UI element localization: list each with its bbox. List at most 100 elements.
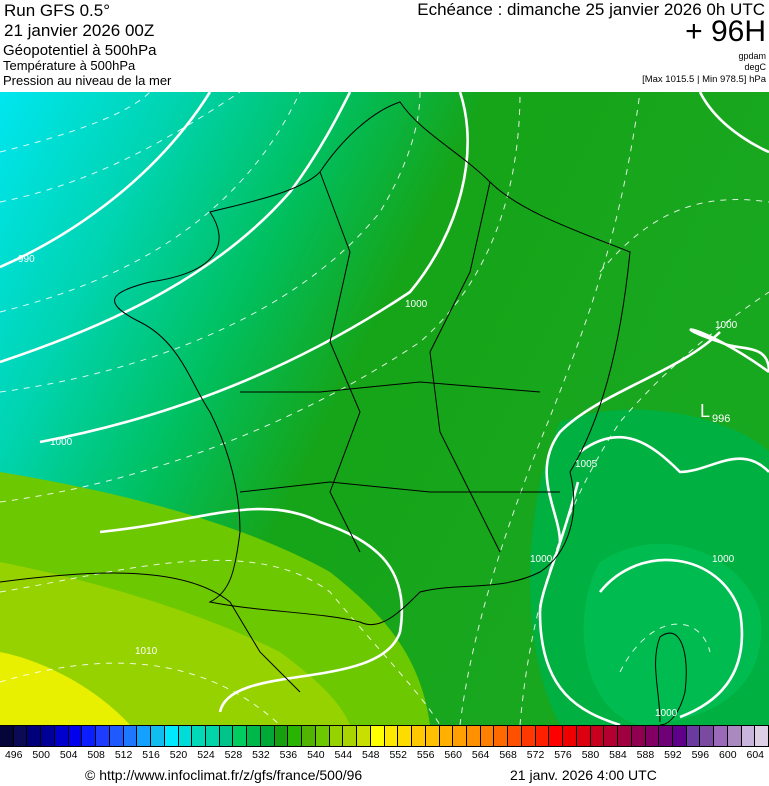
color-swatch: [618, 726, 632, 746]
color-scale-tick: 520: [169, 749, 188, 761]
color-scale-tick: 592: [664, 749, 682, 761]
color-scale-tick: 552: [389, 749, 407, 761]
color-scale-tick: 588: [636, 749, 655, 761]
run-date: 21 janvier 2026 00Z: [4, 21, 155, 40]
temperature-contours: [0, 92, 769, 725]
isobars: [0, 92, 769, 725]
lead-time: + 96H: [685, 15, 766, 48]
unit-gpdam: gpdam: [738, 51, 766, 61]
color-swatch: [151, 726, 165, 746]
color-swatch: [315, 726, 330, 746]
color-swatch: [274, 726, 289, 746]
field-geopotential: Géopotentiel à 500hPa: [3, 42, 157, 59]
color-scale-tick: 516: [142, 749, 160, 761]
color-swatch: [82, 726, 97, 746]
color-swatch: [137, 726, 152, 746]
color-swatch: [727, 726, 742, 746]
color-swatch: [398, 726, 413, 746]
color-swatch: [41, 726, 55, 746]
color-swatch: [54, 726, 69, 746]
color-swatch: [563, 726, 577, 746]
weather-map: 990 1000 1000 1005 1000 1000 1010 1000 1…: [0, 92, 769, 725]
color-swatch: [0, 726, 14, 746]
color-swatch: [535, 726, 550, 746]
color-swatch: [453, 726, 467, 746]
color-swatch: [672, 726, 687, 746]
color-swatch: [123, 726, 138, 746]
color-swatch: [192, 726, 207, 746]
color-swatch: [247, 726, 261, 746]
color-swatch: [206, 726, 220, 746]
color-scale-tick: 600: [719, 749, 737, 761]
isobar-label: 1000: [712, 554, 735, 565]
color-swatch: [659, 726, 673, 746]
color-scale-tick: 548: [362, 749, 380, 761]
isobar-label: 1000: [715, 320, 738, 331]
color-scale-tick: 584: [609, 749, 627, 761]
color-swatch: [178, 726, 193, 746]
color-swatch: [68, 726, 83, 746]
color-swatch: [96, 726, 110, 746]
color-scale-tick: 500: [32, 749, 50, 761]
color-scale-tick: 504: [59, 749, 78, 761]
color-swatch: [755, 726, 769, 746]
isobar-label: 1010: [135, 646, 158, 657]
color-swatch: [357, 726, 371, 746]
color-swatch: [329, 726, 344, 746]
color-swatch: [686, 726, 701, 746]
color-scale-tick: 556: [416, 749, 435, 761]
color-swatch: [604, 726, 619, 746]
color-scale-tick: 572: [526, 749, 545, 761]
pressure-minmax: [Max 1015.5 | Min 978.5] hPa: [642, 74, 766, 85]
color-swatch: [412, 726, 426, 746]
footer-timestamp: 21 janv. 2026 4:00 UTC: [510, 767, 657, 783]
color-scale: [0, 725, 769, 747]
color-swatch: [508, 726, 522, 746]
color-swatch: [439, 726, 454, 746]
color-scale-tick: 568: [499, 749, 517, 761]
isobar-label: 1000: [530, 554, 553, 565]
color-swatch: [233, 726, 248, 746]
color-scale-tick: 512: [114, 749, 133, 761]
isobar-label: 1000: [655, 708, 678, 719]
color-scale-tick: 580: [581, 749, 600, 761]
isobar-label: 990: [18, 254, 35, 265]
isobar-label: 1000: [50, 437, 73, 448]
color-swatch: [576, 726, 591, 746]
color-scale-tick: 532: [252, 749, 270, 761]
color-swatch: [164, 726, 179, 746]
color-swatch: [370, 726, 385, 746]
region-yellow: [0, 652, 130, 725]
color-swatch: [645, 726, 660, 746]
color-swatch: [27, 726, 42, 746]
color-scale-tick: 596: [691, 749, 710, 761]
echeance: Echéance : dimanche 25 janvier 2026 0h U…: [417, 0, 765, 19]
color-swatch: [741, 726, 756, 746]
color-swatch: [13, 726, 28, 746]
color-swatch: [549, 726, 564, 746]
low-pressure-marker: L: [700, 401, 710, 421]
color-swatch: [302, 726, 316, 746]
color-scale-tick: 564: [471, 749, 490, 761]
isobar-label: 1000: [405, 299, 428, 310]
color-swatch: [494, 726, 509, 746]
color-swatch: [700, 726, 715, 746]
color-swatch: [288, 726, 303, 746]
color-scale-tick: 540: [307, 749, 325, 761]
color-scale-tick: 524: [197, 749, 215, 761]
color-scale-tick: 576: [554, 749, 572, 761]
color-swatch: [590, 726, 605, 746]
color-swatch: [521, 726, 536, 746]
color-swatch: [480, 726, 495, 746]
color-swatch: [260, 726, 275, 746]
coastlines-borders: [0, 101, 687, 725]
field-temperature: Température à 500hPa: [3, 58, 136, 73]
color-swatch: [219, 726, 234, 746]
color-swatch: [109, 726, 124, 746]
color-scale-tick: 544: [334, 749, 353, 761]
unit-degc: degC: [744, 62, 766, 72]
color-swatch: [631, 726, 646, 746]
color-swatch: [343, 726, 358, 746]
color-swatch: [714, 726, 728, 746]
color-swatch: [384, 726, 399, 746]
